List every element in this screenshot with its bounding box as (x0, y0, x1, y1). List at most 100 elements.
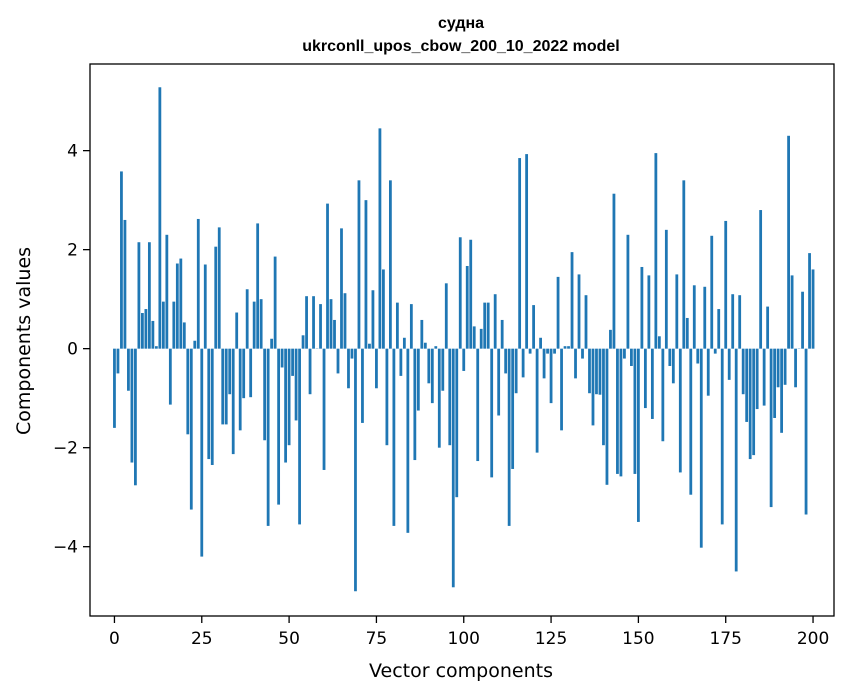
bar (654, 153, 658, 349)
bar (165, 234, 169, 349)
bar (609, 329, 612, 349)
bar (151, 320, 155, 349)
bar (354, 348, 357, 592)
bar (528, 348, 532, 354)
bar (312, 296, 315, 349)
bar (588, 348, 591, 394)
bar (140, 313, 144, 349)
y-axis-title: Components values (13, 247, 35, 435)
bar (207, 348, 211, 460)
bar (375, 348, 378, 389)
bar (556, 276, 560, 349)
bar (189, 348, 193, 510)
bar (727, 348, 731, 380)
bar (336, 348, 340, 374)
bar (724, 220, 728, 349)
bar (692, 285, 696, 349)
bar (158, 87, 162, 349)
bar (521, 348, 525, 378)
bar (224, 348, 228, 425)
bar (811, 269, 815, 349)
x-tick-label: 50 (278, 629, 300, 649)
y-tick-label: −4 (53, 538, 78, 558)
bar (231, 348, 235, 455)
bar (752, 348, 756, 456)
bar (713, 348, 717, 354)
bar (720, 348, 724, 525)
bar (671, 348, 675, 384)
bar (616, 348, 619, 474)
bar (406, 348, 410, 533)
bar (287, 348, 291, 446)
bar (787, 135, 790, 349)
bar (343, 293, 347, 349)
plot-frame (89, 63, 835, 617)
bar (127, 348, 130, 391)
x-tick-label: 25 (191, 629, 213, 649)
bar (172, 301, 176, 349)
bar (420, 319, 424, 349)
y-tick-label: 4 (67, 142, 78, 162)
x-tick-label: 75 (366, 629, 388, 649)
bar (602, 348, 605, 446)
bar (305, 296, 308, 349)
bar (385, 348, 389, 446)
bar (130, 348, 134, 463)
bar (347, 348, 350, 389)
bar (326, 203, 329, 349)
bar (392, 348, 396, 526)
bar (350, 348, 354, 359)
bar (402, 337, 406, 349)
bar (368, 343, 371, 349)
bar (301, 335, 305, 349)
bar (294, 348, 298, 421)
bar (748, 348, 752, 460)
bar (273, 256, 277, 349)
bar (242, 348, 246, 399)
bar (186, 348, 190, 435)
bar (605, 348, 609, 485)
bar (357, 180, 361, 349)
bar (298, 348, 301, 525)
bar (640, 266, 644, 349)
bar (340, 228, 343, 349)
bar (144, 309, 148, 349)
bar (416, 348, 420, 411)
x-axis-title: Vector components (369, 660, 553, 682)
bar (525, 154, 529, 349)
bar (116, 348, 120, 374)
bar (196, 218, 200, 349)
bar (137, 242, 141, 349)
bar (284, 348, 288, 463)
x-tick-label: 200 (797, 629, 829, 649)
bar (238, 348, 242, 431)
bar (706, 348, 710, 396)
bar (217, 227, 221, 349)
bar (773, 348, 777, 418)
bar (553, 348, 556, 354)
bar (476, 348, 480, 462)
bar (535, 348, 539, 453)
bar (689, 348, 693, 495)
bar (427, 348, 431, 384)
bar (319, 304, 322, 349)
bar (210, 348, 214, 466)
bar (469, 239, 473, 349)
bar (577, 274, 581, 349)
bar (675, 274, 679, 349)
y-tick-label: 2 (67, 241, 78, 261)
bar (703, 286, 707, 349)
bar (437, 348, 441, 448)
bar (483, 302, 487, 349)
bar (361, 348, 364, 423)
bar (591, 348, 595, 426)
bar (794, 348, 797, 388)
bar (539, 337, 542, 349)
bar (441, 348, 445, 391)
bar (413, 348, 417, 461)
bar (685, 317, 689, 349)
bar (549, 348, 553, 404)
bar (399, 348, 403, 376)
bar (633, 348, 637, 474)
